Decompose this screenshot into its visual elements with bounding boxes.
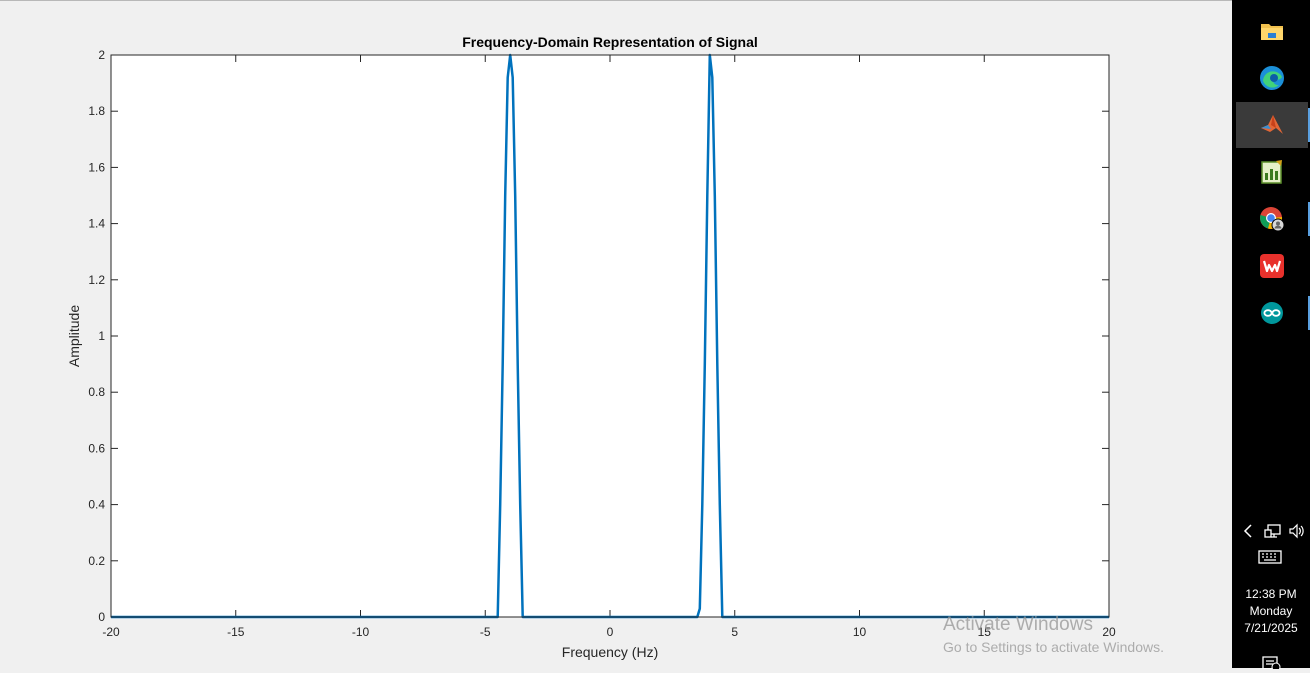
wps-office-icon — [1260, 254, 1284, 278]
chevron-left-icon — [1243, 524, 1252, 538]
y-tick-label: 0.6 — [88, 441, 105, 455]
y-axis-ticks: 0 0.2 0.4 0.6 0.8 1 1.2 1.4 1.6 1.8 2 — [88, 48, 1109, 624]
touch-keyboard-button[interactable] — [1258, 549, 1282, 569]
axes-background — [111, 55, 1109, 617]
taskbar-app-arduino[interactable] — [1236, 290, 1310, 336]
x-tick-label: 5 — [731, 625, 738, 639]
y-tick-label: 0.2 — [88, 554, 105, 568]
chrome-icon — [1260, 207, 1285, 232]
x-tick-label: -20 — [102, 625, 120, 639]
x-tick-label: 10 — [853, 625, 867, 639]
y-tick-label: 0.8 — [88, 385, 105, 399]
matlab-figure-window: 0 0.2 0.4 0.6 0.8 1 1.2 1.4 1.6 1.8 2 -20 -15 -10 -5 0… — [0, 0, 1232, 660]
windows-taskbar: 12:38 PM Monday 7/21/2025 — [1232, 0, 1310, 672]
y-tick-label: 1 — [98, 329, 105, 343]
y-tick-label: 1.6 — [88, 160, 105, 174]
plot-canvas: 00.20.40.60.811.21.41.61.82 -20 -15 -10 -5 0… — [66, 34, 1116, 660]
x-axis-ticks: -20 -15 -10 -5 0 5 10 15 20 — [102, 55, 1116, 639]
clock-day: Monday — [1249, 604, 1293, 618]
taskbar-app-wps[interactable] — [1236, 243, 1308, 289]
y-axis-label: Amplitude — [66, 305, 82, 367]
y-tick-label: 1.8 — [88, 104, 105, 118]
notification-icon — [1262, 656, 1281, 672]
taskbar-app-notepad-chart[interactable] — [1236, 149, 1308, 195]
volume-icon — [1289, 523, 1304, 539]
taskbar-app-file-explorer[interactable] — [1236, 8, 1308, 54]
keyboard-icon — [1258, 550, 1282, 564]
x-tick-label: 15 — [978, 625, 992, 639]
y-tick-label: 0.4 — [88, 498, 105, 512]
network-icon — [1264, 524, 1281, 538]
y-tick-label: 1.4 — [88, 217, 105, 231]
y-tick-label: 0 — [98, 610, 105, 624]
x-tick-label: -15 — [227, 625, 245, 639]
taskbar-clock[interactable]: 12:38 PM Monday 7/21/2025 — [1232, 586, 1310, 637]
volume-button[interactable] — [1288, 522, 1306, 544]
arduino-icon — [1261, 302, 1283, 324]
matlab-icon — [1261, 115, 1283, 134]
x-tick-label: 0 — [607, 625, 614, 639]
taskbar-app-chrome[interactable] — [1236, 196, 1310, 242]
show-hidden-icons-button[interactable] — [1242, 522, 1254, 544]
y-tick-label: 1.2 — [88, 273, 105, 287]
chart-title: Frequency-Domain Representation of Signa… — [462, 34, 758, 50]
y-tick-label: 2 — [98, 48, 105, 62]
axes-box — [110, 54, 1110, 618]
action-center-button[interactable] — [1261, 654, 1281, 673]
window-top-border — [0, 0, 1232, 1]
x-tick-label: -5 — [480, 625, 491, 639]
x-tick-label: 20 — [1102, 625, 1116, 639]
running-app-indicator — [1308, 202, 1310, 236]
x-tick-label: -10 — [352, 625, 370, 639]
x-axis-label: Frequency (Hz) — [562, 644, 658, 660]
edge-browser-icon — [1260, 66, 1284, 90]
notepad-chart-icon — [1261, 160, 1282, 184]
running-app-indicator — [1308, 296, 1310, 330]
active-app-indicator — [1308, 108, 1310, 142]
taskbar-app-matlab[interactable] — [1236, 102, 1310, 148]
taskbar-app-edge[interactable] — [1236, 55, 1308, 101]
network-status-button[interactable] — [1264, 522, 1282, 544]
clock-time: 12:38 PM — [1245, 587, 1297, 601]
clock-date: 7/21/2025 — [1244, 621, 1298, 635]
file-explorer-icon — [1261, 24, 1283, 40]
